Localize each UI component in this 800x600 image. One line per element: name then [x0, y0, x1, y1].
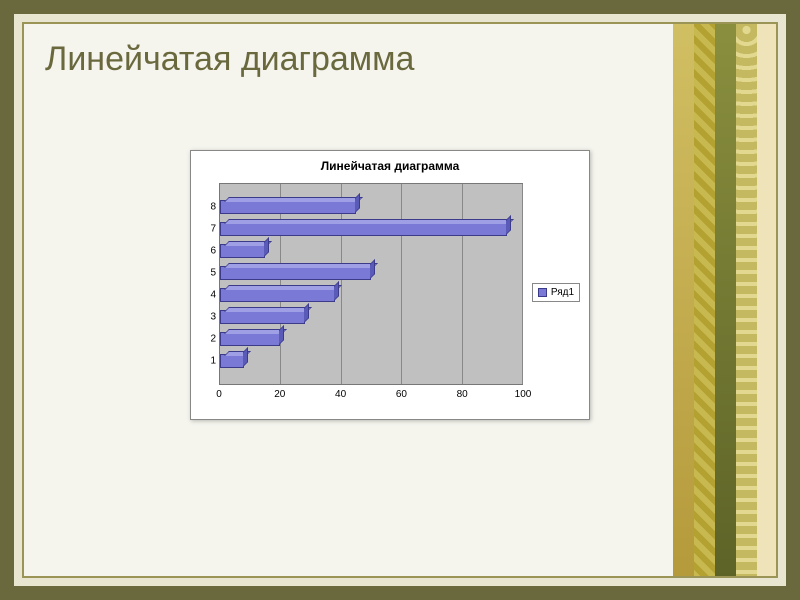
bar: [220, 200, 356, 214]
plot-wrap: 12345678 020406080100: [191, 177, 529, 407]
x-tick-label: 60: [396, 389, 407, 400]
legend: Ряд1: [529, 177, 589, 407]
y-tick-label: 7: [210, 224, 216, 235]
bar: [220, 288, 335, 302]
y-tick-label: 6: [210, 246, 216, 257]
y-tick-label: 1: [210, 356, 216, 367]
bar: [220, 222, 507, 236]
plot-area: 12345678: [219, 183, 523, 385]
y-tick-label: 8: [210, 202, 216, 213]
bar: [220, 354, 244, 368]
y-tick-label: 3: [210, 312, 216, 323]
legend-box: Ряд1: [532, 283, 580, 302]
gridline: [280, 184, 281, 384]
x-axis-labels: 020406080100: [219, 389, 523, 403]
bar: [220, 266, 371, 280]
y-tick-label: 2: [210, 334, 216, 345]
legend-swatch-icon: [538, 288, 547, 297]
slide-title: Линейчатая диаграмма: [45, 40, 414, 79]
x-tick-label: 80: [457, 389, 468, 400]
slide-background: Линейчатая диаграмма Линейчатая диаграмм…: [0, 0, 800, 600]
chart-body: 12345678 020406080100 Ряд1: [191, 177, 589, 407]
gridline: [341, 184, 342, 384]
x-tick-label: 40: [335, 389, 346, 400]
x-tick-label: 0: [216, 389, 222, 400]
bar: [220, 244, 265, 258]
gridline: [401, 184, 402, 384]
decorative-strip: [673, 22, 778, 578]
x-tick-label: 20: [274, 389, 285, 400]
y-tick-label: 4: [210, 290, 216, 301]
bar: [220, 332, 280, 346]
chart-title: Линейчатая диаграмма: [191, 151, 589, 177]
x-tick-label: 100: [515, 389, 532, 400]
bar: [220, 310, 305, 324]
y-tick-label: 5: [210, 268, 216, 279]
gridline: [522, 184, 523, 384]
bar-chart: Линейчатая диаграмма 12345678 0204060801…: [190, 150, 590, 420]
gridline: [462, 184, 463, 384]
legend-label: Ряд1: [551, 287, 574, 298]
